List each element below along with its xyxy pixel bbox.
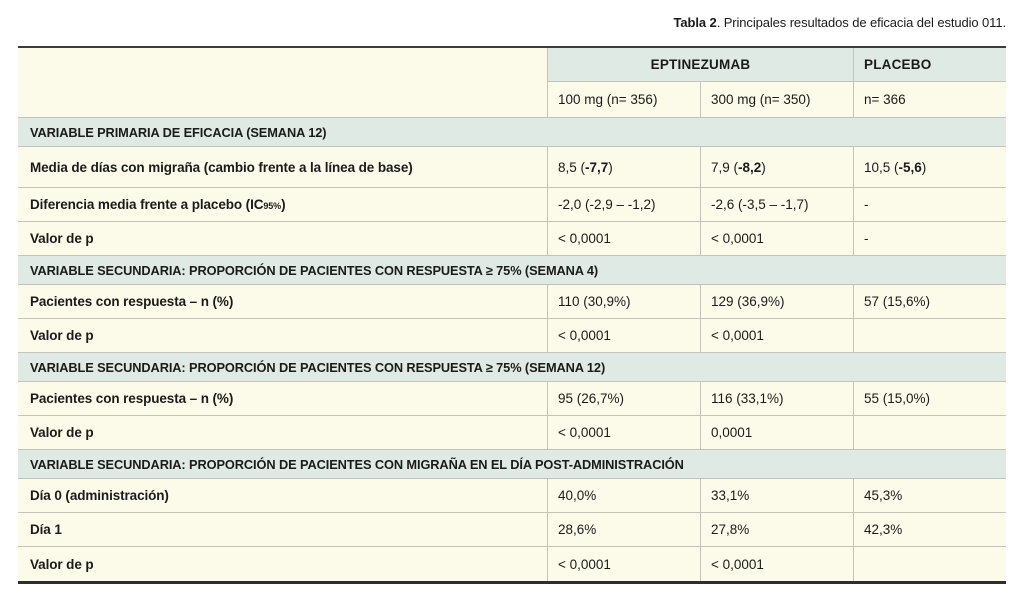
value-cell: 57 (15,6%) [853, 285, 1006, 318]
column-header-100mg: 100 mg (n= 356) [547, 82, 700, 117]
value-cell: 42,3% [853, 513, 1006, 546]
value-cell: < 0,0001 [547, 416, 700, 449]
section-header-row: VARIABLE PRIMARIA DE EFICACIA (SEMANA 12… [18, 118, 1006, 147]
value-cell: 45,3% [853, 479, 1006, 512]
table-row: Media de días con migraña (cambio frente… [18, 147, 1006, 188]
value-cell [853, 547, 1006, 581]
efficacy-results-table: EPTINEZUMAB PLACEBO 100 mg (n= 356) 300 … [18, 46, 1006, 584]
table-caption-text: . Principales resultados de eficacia del… [716, 15, 1006, 30]
value-cell: < 0,0001 [547, 222, 700, 255]
value-cell: 33,1% [700, 479, 853, 512]
section-header-label: VARIABLE SECUNDARIA: PROPORCIÓN DE PACIE… [30, 262, 599, 278]
table-row: Valor de p < 0,0001 < 0,0001 [18, 547, 1006, 581]
value-cell: 28,6% [547, 513, 700, 546]
section-header-label: VARIABLE SECUNDARIA: PROPORCIÓN DE PACIE… [30, 456, 684, 472]
section-header-label: VARIABLE SECUNDARIA: PROPORCIÓN DE PACIE… [30, 359, 606, 375]
header-group-row: EPTINEZUMAB PLACEBO [547, 48, 1006, 82]
value-cell: 116 (33,1%) [700, 382, 853, 415]
value-cell: < 0,0001 [547, 547, 700, 581]
value-cell: 0,0001 [700, 416, 853, 449]
row-label-cell: Diferencia media frente a placebo (IC 95%… [30, 197, 286, 212]
value-cell: 55 (15,0%) [853, 382, 1006, 415]
row-label-cell: Valor de p [30, 328, 94, 343]
table-row: Día 0 (administración) 40,0% 33,1% 45,3% [18, 479, 1006, 513]
value-cell: 7,9 (-8,2) [700, 147, 853, 187]
table-row: Valor de p < 0,0001 < 0,0001- [18, 222, 1006, 256]
table-row: Valor de p < 0,0001 0,0001 [18, 416, 1006, 450]
value-cell: 8,5 (-7,7) [547, 147, 700, 187]
corner-cell [18, 48, 547, 117]
value-cell: -2,0 (-2,9 – -1,2) [547, 188, 700, 221]
value-cell: - [853, 222, 1006, 255]
value-cell: < 0,0001 [700, 319, 853, 352]
value-cell: - [853, 188, 1006, 221]
row-label-cell: Valor de p [30, 425, 94, 440]
row-label-cell: Valor de p [30, 231, 94, 246]
value-cell: 110 (30,9%) [547, 285, 700, 318]
value-cell: 129 (36,9%) [700, 285, 853, 318]
table-header: EPTINEZUMAB PLACEBO 100 mg (n= 356) 300 … [18, 48, 1006, 118]
section-header-row: VARIABLE SECUNDARIA: PROPORCIÓN DE PACIE… [18, 353, 1006, 382]
table-row: Diferencia media frente a placebo (IC 95%… [18, 188, 1006, 222]
value-cell: < 0,0001 [700, 222, 853, 255]
column-header-300mg: 300 mg (n= 350) [700, 82, 853, 117]
value-cell: 27,8% [700, 513, 853, 546]
row-label-cell: Valor de p [30, 556, 94, 572]
value-cell: 10,5 (-5,6) [853, 147, 1006, 187]
table-row: Día 1 28,6% 27,8% 42,3% [18, 513, 1006, 547]
value-cell: -2,6 (-3,5 – -1,7) [700, 188, 853, 221]
column-group-placebo: PLACEBO [853, 48, 1006, 81]
row-label-cell: Día 0 (administración) [30, 488, 169, 503]
row-label-cell: Día 1 [30, 522, 62, 537]
table-row: Pacientes con respuesta – n (%) 110 (30,9… [18, 285, 1006, 319]
value-cell: < 0,0001 [700, 547, 853, 581]
table-row: Pacientes con respuesta – n (%) 95 (26,7%… [18, 382, 1006, 416]
table-caption: Tabla 2. Principales resultados de efica… [673, 15, 1007, 30]
value-cell [853, 319, 1006, 352]
table-body: VARIABLE PRIMARIA DE EFICACIA (SEMANA 12… [18, 118, 1006, 581]
header-columns: EPTINEZUMAB PLACEBO 100 mg (n= 356) 300 … [547, 48, 1006, 117]
table-row: Valor de p < 0,0001 < 0,0001 [18, 319, 1006, 353]
section-header-row: VARIABLE SECUNDARIA: PROPORCIÓN DE PACIE… [18, 256, 1006, 285]
section-header-label: VARIABLE PRIMARIA DE EFICACIA (SEMANA 12… [30, 124, 327, 140]
table-caption-number: Tabla 2 [673, 15, 717, 30]
value-cell: < 0,0001 [547, 319, 700, 352]
section-header-row: VARIABLE SECUNDARIA: PROPORCIÓN DE PACIE… [18, 450, 1006, 479]
column-header-placebo-n: n= 366 [853, 82, 1006, 117]
value-cell: 40,0% [547, 479, 700, 512]
column-group-eptinezumab: EPTINEZUMAB [547, 48, 853, 81]
value-cell: 95 (26,7%) [547, 382, 700, 415]
value-cell [853, 416, 1006, 449]
row-label-cell: Pacientes con respuesta – n (%) [30, 294, 234, 309]
row-label-cell: Pacientes con respuesta – n (%) [30, 391, 234, 406]
header-sub-row: 100 mg (n= 356) 300 mg (n= 350) n= 366 [547, 82, 1006, 117]
row-label-cell: Media de días con migraña (cambio frente… [30, 159, 413, 175]
